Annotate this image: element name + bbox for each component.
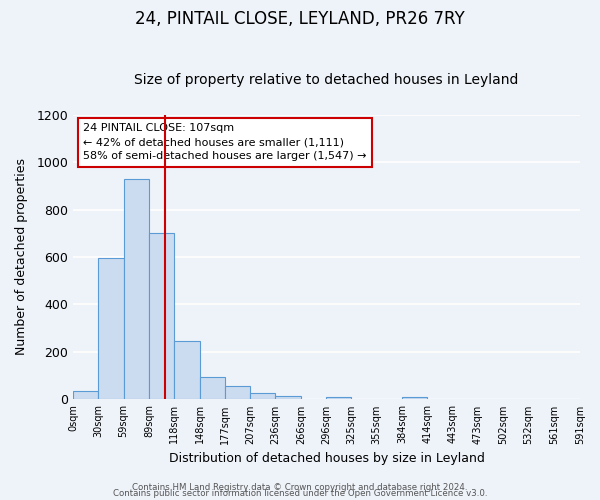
Bar — [124, 178, 149, 400]
X-axis label: Distribution of detached houses by size in Leyland: Distribution of detached houses by size … — [169, 452, 484, 465]
Bar — [98, 258, 124, 400]
Bar — [275, 396, 301, 400]
Bar — [326, 397, 352, 400]
Bar — [402, 397, 427, 400]
Title: Size of property relative to detached houses in Leyland: Size of property relative to detached ho… — [134, 73, 519, 87]
Text: Contains public sector information licensed under the Open Government Licence v3: Contains public sector information licen… — [113, 490, 487, 498]
Bar — [200, 377, 225, 400]
Bar — [174, 342, 200, 400]
Bar — [225, 386, 250, 400]
Text: 24, PINTAIL CLOSE, LEYLAND, PR26 7RY: 24, PINTAIL CLOSE, LEYLAND, PR26 7RY — [135, 10, 465, 28]
Text: Contains HM Land Registry data © Crown copyright and database right 2024.: Contains HM Land Registry data © Crown c… — [132, 483, 468, 492]
Text: 24 PINTAIL CLOSE: 107sqm
← 42% of detached houses are smaller (1,111)
58% of sem: 24 PINTAIL CLOSE: 107sqm ← 42% of detach… — [83, 123, 367, 161]
Bar — [73, 391, 98, 400]
Bar — [149, 234, 174, 400]
Y-axis label: Number of detached properties: Number of detached properties — [15, 158, 28, 356]
Bar — [250, 394, 275, 400]
